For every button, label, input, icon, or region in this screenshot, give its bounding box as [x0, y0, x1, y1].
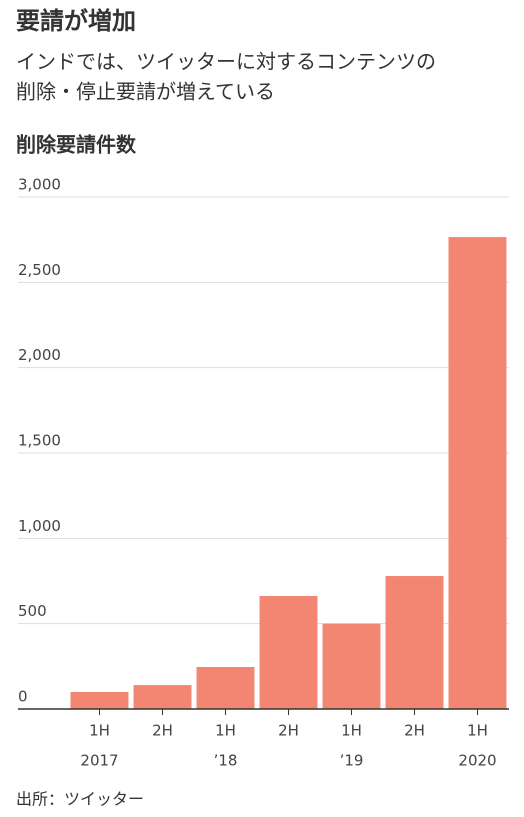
bar: [259, 596, 318, 709]
x-tick-year: ’18: [214, 752, 238, 770]
x-tick-year: 2017: [80, 752, 118, 770]
chart-title: 要請が増加: [16, 7, 136, 35]
x-tick-label: 2H: [278, 722, 299, 740]
x-tick-label: 1H: [215, 722, 236, 740]
bar: [70, 691, 129, 709]
y-tick-label: 2,000: [18, 346, 61, 364]
bar: [385, 576, 444, 709]
y-tick-label: 2,500: [18, 261, 61, 279]
y-tick-label: 1,000: [18, 517, 61, 535]
x-tick-label: 2H: [152, 722, 173, 740]
subtitle: インドでは、ツイッターに対するコンテンツの: [16, 50, 436, 74]
y-tick-label: 3,000: [18, 176, 61, 194]
y-tick-label: 1,500: [18, 432, 61, 450]
bar: [133, 685, 192, 709]
x-tick-label: 1H: [89, 722, 110, 740]
y-tick-label: 0: [18, 688, 28, 706]
bar: [322, 623, 381, 709]
x-tick-year: ’19: [340, 752, 364, 770]
source: 出所：ツイッター: [16, 790, 144, 809]
x-tick-year: 2020: [458, 752, 496, 770]
x-tick-label: 1H: [467, 722, 488, 740]
x-tick-label: 1H: [341, 722, 362, 740]
y-tick-label: 500: [18, 602, 47, 620]
bar: [448, 237, 507, 709]
subtitle: 削除・停止要請が増えている: [16, 80, 275, 104]
y-axis-title: 削除要請件数: [16, 133, 137, 157]
bar: [196, 667, 255, 709]
x-tick-label: 2H: [404, 722, 425, 740]
